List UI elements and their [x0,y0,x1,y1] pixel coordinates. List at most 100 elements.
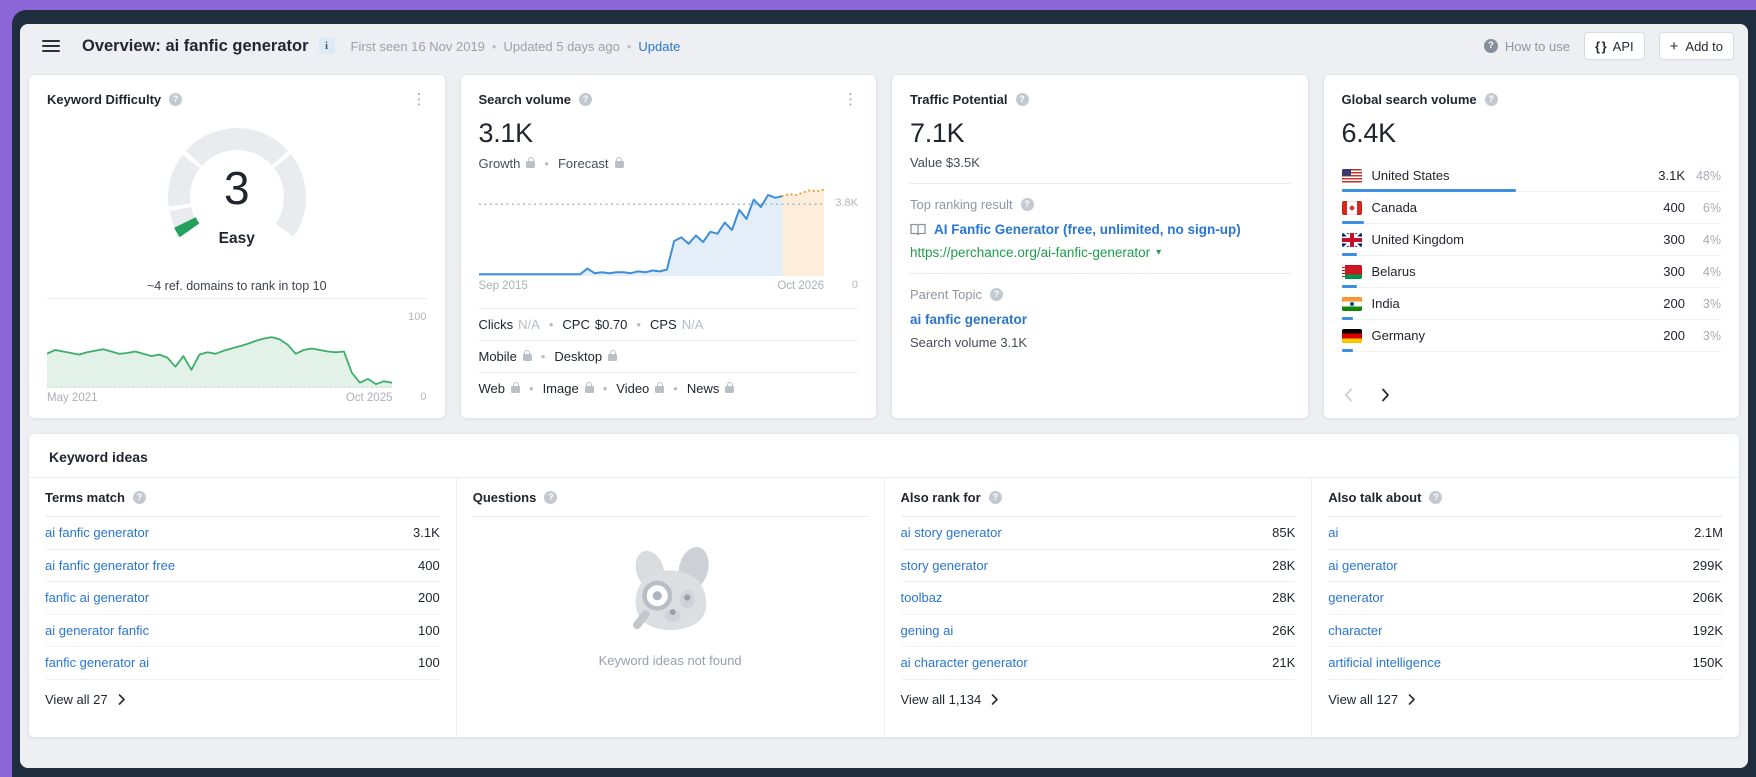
keyword-row: ai fanfic generator 3.1K [45,517,440,550]
keyword-volume: 400 [418,557,440,573]
keyword-link[interactable]: ai generator [1328,557,1398,573]
lock-icon [725,382,735,393]
sv-x-start: Sep 2015 [478,280,528,292]
keyword-link[interactable]: ai [1328,525,1339,541]
keyword-link[interactable]: fanfic generator ai [45,655,150,671]
help-icon[interactable]: ? [1015,92,1029,106]
help-icon[interactable]: ? [1484,92,1498,106]
help-icon[interactable]: ? [1429,490,1443,504]
keyword-link[interactable]: character [1328,622,1383,638]
keyword-row: gening ai 26K [900,615,1296,647]
update-link[interactable]: Update [638,38,681,54]
top-result-link[interactable]: AI Fanfic Generator (free, unlimited, no… [934,222,1241,237]
help-icon[interactable]: ? [1020,198,1034,211]
keyword-volume: 26K [1272,622,1296,638]
uk-flag-icon [1341,232,1362,247]
menu-icon[interactable] [42,40,60,52]
questions-header: Questions [472,489,537,505]
growth-label[interactable]: Growth [478,156,521,171]
also-rank-for-header: Also rank for [900,489,981,505]
country-row: United Kingdom 300 4% [1341,224,1721,256]
help-icon[interactable]: ? [990,288,1004,301]
kd-value: 3 [223,162,250,214]
keyword-link[interactable]: ai fanfic generator free [45,557,176,573]
lock-icon [584,382,594,393]
sv-trend-chart: 3.8K [478,184,858,276]
keyword-volume: 100 [418,655,440,671]
add-to-button[interactable]: + Add to [1658,32,1734,60]
kd-history-chart: 100 [47,311,427,388]
keyword-row: character 192K [1328,615,1723,647]
caret-down-icon[interactable]: ▾ [1156,247,1162,258]
help-icon[interactable]: ? [544,490,558,504]
view-all-terms-match[interactable]: View all 27 [45,680,440,720]
kebab-menu-icon[interactable]: ⋮ [411,90,427,108]
country-row: Belarus 300 4% [1341,256,1721,288]
also-rank-for-column: Also rank for ? ai story generator 85K s… [883,478,1312,737]
canada-flag-icon [1341,200,1362,215]
plus-icon: + [1669,37,1679,55]
lock-icon [614,157,624,168]
help-icon[interactable]: ? [988,490,1002,504]
header-actions: ? How to use { } API + Add to [1483,32,1734,60]
keyword-link[interactable]: ai generator fanfic [45,622,150,638]
info-badge-icon[interactable]: i [318,38,335,54]
keyword-row: fanfic ai generator 200 [45,582,440,615]
keyword-volume: 3.1K [413,525,440,541]
top-result-url[interactable]: https://perchance.org/ai-fanfic-generato… [910,245,1151,260]
how-to-use-link[interactable]: ? How to use [1483,38,1570,54]
prev-page-icon[interactable] [1344,388,1353,402]
keyword-ideas-panel: Keyword ideas Terms match ? ai fanfic ge… [28,433,1740,738]
keyword-link[interactable]: ai fanfic generator [45,525,150,541]
lock-icon [511,382,520,393]
view-all-also-talk-about[interactable]: View all 127 [1328,680,1723,720]
next-page-icon[interactable] [1381,388,1390,402]
top-ranking-label: Top ranking result [910,197,1013,212]
how-to-use-label: How to use [1504,38,1570,54]
keyword-row: ai fanfic generator free 400 [45,550,440,582]
keyword-meta: First seen 16 Nov 2019 • Updated 5 days ag… [350,38,681,54]
also-talk-about-column: Also talk about ? ai 2.1M ai generator 2… [1311,478,1739,737]
keyword-volume: 85K [1272,525,1296,541]
country-row: Germany 200 3% [1341,320,1721,352]
help-icon[interactable]: ? [169,92,183,106]
keyword-link[interactable]: toolbaz [900,590,943,606]
questions-empty-state: Keyword ideas not found [473,517,868,668]
keyword-link[interactable]: artificial intelligence [1328,655,1441,671]
belarus-flag-icon [1341,264,1362,279]
help-icon[interactable]: ? [132,490,146,504]
forecast-label[interactable]: Forecast [557,156,609,171]
keyword-volume: 28K [1272,590,1296,606]
help-icon[interactable]: ? [579,92,592,106]
keyword-row: ai generator 299K [1328,550,1723,582]
kebab-menu-icon[interactable]: ⋮ [843,90,858,108]
keyword-link[interactable]: gening ai [900,622,954,638]
view-all-also-rank-for[interactable]: View all 1,134 [901,680,1296,720]
app-window: Overview: ai fanfic generator i First se… [20,24,1748,768]
keyword-volume: 150K [1692,655,1723,671]
kd-y-min-label: 0 [420,391,427,403]
keyword-row: story generator 28K [900,550,1296,582]
volume-bar [1341,253,1357,256]
parent-topic-link[interactable]: ai fanfic generator [910,312,1028,327]
keyword-link[interactable]: story generator [900,557,988,573]
keyword-link[interactable]: fanfic ai generator [45,590,150,606]
keyword-link[interactable]: ai character generator [900,655,1028,671]
keyword-row: ai 2.1M [1328,517,1723,550]
kd-chart-dates: May 2021 Oct 2025 0 [47,388,427,404]
sv-ref-label: 3.8K [835,197,858,209]
volume-bar [1341,317,1353,320]
keyword-row: toolbaz 28K [900,582,1296,615]
clicks-row: Clicks N/A • CPC $0.70 • CPS N/A [478,308,858,340]
page-title: Overview: ai fanfic generator [82,36,309,55]
keyword-link[interactable]: ai story generator [900,525,1002,541]
keyword-volume: 192K [1692,622,1723,638]
vertical-row: Web • Image • Video • News [478,372,858,404]
global-search-volume-card: Global search volume ? 6.4K United State… [1322,74,1740,419]
country-row: India 200 3% [1341,288,1721,320]
country-list: United States 3.1K 48% Canada 400 6% Uni… [1341,160,1721,352]
sv-x-end: Oct 2026 [777,280,824,292]
keyword-link[interactable]: generator [1328,590,1384,606]
api-button[interactable]: { } API [1583,32,1645,60]
chevron-right-icon [1408,694,1415,705]
